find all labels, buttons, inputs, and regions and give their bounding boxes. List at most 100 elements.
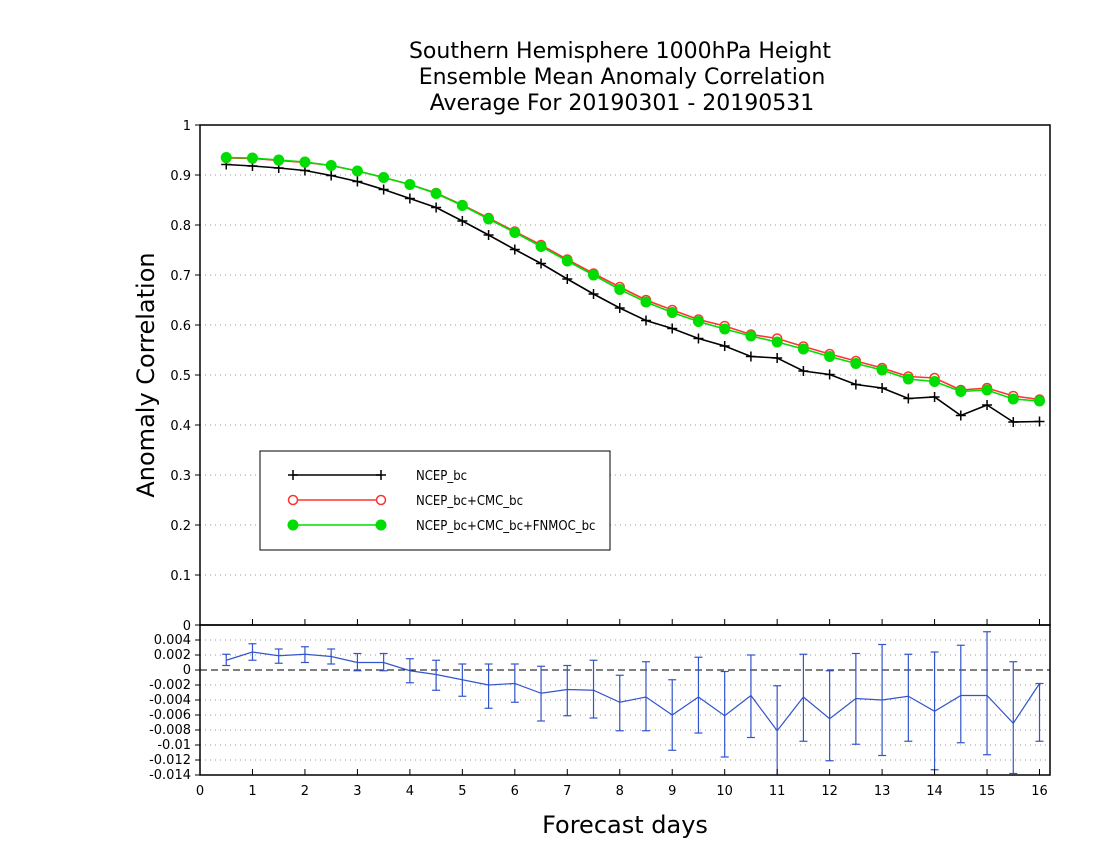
data-point: [1008, 417, 1019, 427]
error-bar: [327, 648, 336, 665]
data-point: [352, 176, 363, 187]
difference-grid: [200, 639, 1050, 761]
data-point: [1034, 395, 1046, 407]
error-bar: [641, 661, 650, 732]
main-y-tick-label: 1: [183, 119, 191, 134]
difference-y-tick-label: -0.01: [157, 738, 191, 753]
data-point: [955, 410, 966, 421]
difference-y-tick-label: -0.008: [149, 723, 191, 738]
main-y-tick-label: 0.7: [170, 269, 191, 284]
x-tick-label: 14: [926, 784, 943, 799]
x-tick-label: 1: [248, 784, 256, 799]
error-bar: [458, 663, 467, 697]
difference-y-tick-label: -0.012: [149, 753, 191, 768]
data-point: [667, 323, 678, 334]
legend-marker-right: [375, 494, 387, 506]
error-bar: [799, 653, 808, 742]
error-bar: [405, 658, 414, 684]
series-0: [221, 159, 1045, 427]
data-point: [536, 258, 547, 269]
x-axis: 0 1 2 3 4 5 6 7 8 9 10 11 12 13 14 15 16: [196, 619, 1048, 799]
difference-line: [226, 651, 1041, 732]
main-y-tick-label: 0.3: [170, 469, 191, 484]
error-bar: [537, 665, 546, 722]
data-point: [876, 364, 888, 376]
series-1: [220, 152, 1045, 405]
x-tick-label: 9: [668, 784, 676, 799]
main-grid: [200, 174, 1050, 576]
error-bar: [589, 659, 598, 719]
series-2: [220, 152, 1046, 407]
x-tick-label: 3: [353, 784, 361, 799]
x-tick-label: 8: [616, 784, 624, 799]
data-point: [562, 274, 573, 284]
data-point: [614, 284, 626, 295]
difference-y-tick-label: 0.004: [154, 633, 191, 648]
data-point: [850, 358, 862, 369]
legend-items: NCEP_bc NCEP_bc+CMC_bc NCEP_bc+CMC_bc+FNMO…: [287, 469, 595, 534]
data-point: [745, 351, 756, 362]
error-bar: [615, 674, 624, 732]
legend-marker-left: [287, 519, 299, 531]
data-point: [929, 376, 941, 387]
difference-series-layer: [222, 631, 1044, 775]
x-axis-label: Forecast days: [542, 811, 708, 839]
data-point: [719, 323, 731, 335]
data-point: [431, 202, 442, 213]
data-point: [299, 156, 311, 168]
data-point: [325, 160, 337, 171]
error-bar: [825, 670, 834, 762]
difference-y-tick-label: -0.006: [149, 708, 191, 723]
main-y-tick-label: 0: [183, 619, 191, 634]
error-bar: [746, 654, 755, 739]
data-point: [456, 200, 468, 211]
series-line-2: [226, 156, 1040, 402]
data-point: [1007, 393, 1019, 405]
data-point: [535, 241, 547, 252]
legend-label: NCEP_bc+CMC_bc+FNMOC_bc: [416, 519, 595, 534]
data-point: [246, 152, 258, 164]
legend-label: NCEP_bc+CMC_bc: [416, 494, 523, 509]
x-tick-label: 2: [301, 784, 309, 799]
y-axis-label: Anomaly Correlation: [132, 252, 160, 497]
data-point: [509, 227, 521, 238]
data-point: [404, 179, 416, 190]
data-point: [273, 154, 285, 166]
legend: NCEP_bc NCEP_bc+CMC_bc NCEP_bc+CMC_bc+FNMO…: [259, 450, 611, 551]
main-y-tick-label: 0.2: [170, 519, 191, 534]
series-line-1: [226, 157, 1040, 401]
main-y-tick-label: 0.4: [170, 419, 191, 434]
data-point: [378, 172, 390, 183]
series-line-0: [226, 163, 1040, 423]
data-point: [771, 336, 783, 348]
x-tick-label: 5: [458, 784, 466, 799]
data-point: [640, 315, 651, 326]
legend-marker-right: [375, 519, 387, 531]
data-point: [929, 392, 940, 402]
x-tick-label: 4: [406, 784, 414, 799]
difference-y-tick-label: -0.014: [149, 768, 191, 783]
error-bar: [510, 663, 519, 703]
x-tick-label: 10: [716, 784, 733, 799]
data-point: [903, 393, 914, 404]
data-point: [692, 316, 704, 327]
main-series-layer: [220, 152, 1046, 427]
chart-title-line-1: Southern Hemisphere 1000hPa Height: [409, 39, 831, 64]
error-bar: [484, 663, 493, 709]
data-point: [640, 296, 652, 308]
error-bar: [694, 656, 703, 734]
data-point: [326, 170, 337, 181]
x-tick-label: 15: [979, 784, 996, 799]
main-panel: 0 0.1 0.2 0.3 0.4 0.5 0.6 0.7 0.8 0.9 1: [170, 119, 1051, 634]
error-bar: [1035, 682, 1044, 742]
error-bar: [956, 644, 965, 744]
error-bar: [379, 652, 388, 672]
data-point: [483, 230, 494, 240]
data-point: [509, 244, 520, 255]
x-tick-label: 11: [769, 784, 786, 799]
main-y-tick-label: 0.8: [170, 219, 191, 234]
error-bar: [248, 643, 257, 661]
difference-y-tick-label: 0.002: [154, 648, 191, 663]
data-point: [982, 400, 993, 410]
